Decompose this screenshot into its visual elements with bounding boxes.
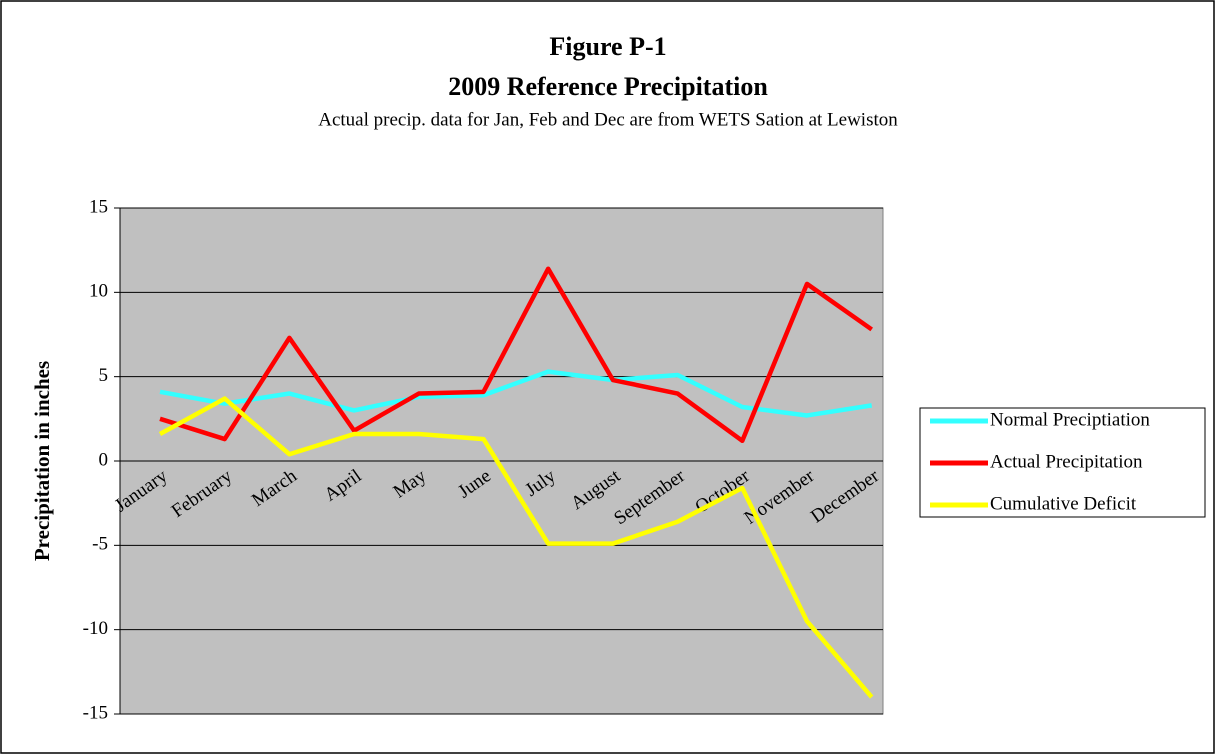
y-tick-label: -15 [83,702,108,723]
series-line [159,369,873,418]
y-axis-label: Precipitation in inches [30,361,54,561]
y-tick-label: 10 [89,281,108,302]
chart-title: Figure P-1 [549,32,666,61]
y-tick-label: -5 [92,534,108,555]
legend-label: Cumulative Deficit [990,493,1137,514]
y-tick-label: 5 [99,365,109,386]
series-line [158,396,874,699]
series-line [159,266,873,444]
y-tick-label: 0 [99,449,109,470]
y-tick-label: 15 [89,196,108,217]
legend-label: Actual Precipitation [990,451,1143,472]
chart-subtitle: 2009 Reference Precipitation [448,72,768,101]
legend-label: Normal Preciptiation [990,409,1150,430]
annotation: Actual precip. data for Jan, Feb and Dec… [318,109,898,130]
y-tick-label: -10 [83,618,108,639]
